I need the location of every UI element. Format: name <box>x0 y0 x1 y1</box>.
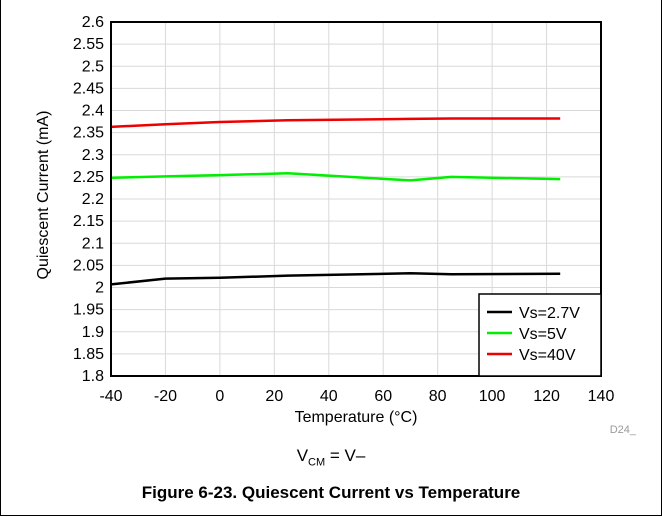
y-tick-label: 2.05 <box>73 257 104 274</box>
x-tick-label: 40 <box>320 388 338 405</box>
legend-label: Vs=2.7V <box>519 305 580 322</box>
figure-code-label: D24_ <box>610 424 637 436</box>
y-tick-label: 2.1 <box>82 235 104 252</box>
line-chart: 1.8 1.85 1.9 1.95 2 2.05 2.1 2.15 2.2 2.25 2.3 2.35… <box>35 14 637 436</box>
legend: Vs=2.7V Vs=5V Vs=40V <box>478 293 602 377</box>
y-tick-label: 1.85 <box>73 346 104 363</box>
y-tick-label: 2 <box>95 280 104 297</box>
legend-label: Vs=40V <box>519 347 576 364</box>
x-tick-labels: -40 -20 0 20 40 60 80 100 120 140 <box>99 388 614 405</box>
legend-label: Vs=5V <box>519 326 567 343</box>
x-tick-label: 0 <box>215 388 224 405</box>
series-line <box>110 172 561 182</box>
y-tick-label: 2.35 <box>73 125 104 142</box>
x-tick-label: 20 <box>265 388 283 405</box>
y-tick-label: 2.6 <box>82 14 104 31</box>
x-tick-label: -40 <box>99 388 122 405</box>
y-tick-labels: 1.8 1.85 1.9 1.95 2 2.05 2.1 2.15 2.2 2.25 2.3 2.35… <box>73 14 104 385</box>
x-tick-label: 100 <box>479 388 506 405</box>
series-line <box>110 272 561 286</box>
y-tick-label: 2.3 <box>82 147 104 164</box>
y-tick-label: 1.9 <box>82 324 104 341</box>
figure-caption: Figure 6-23. Quiescent Current vs Temper… <box>141 483 521 502</box>
series-lines <box>110 117 561 286</box>
y-tick-label: 1.95 <box>73 302 104 319</box>
plot-area <box>110 21 602 377</box>
legend-box <box>478 293 602 377</box>
test-condition: VCM = V– <box>0 446 662 468</box>
series-line <box>110 117 561 129</box>
condition-value: = V– <box>325 446 366 465</box>
y-tick-label: 1.8 <box>82 368 104 385</box>
x-axis-label: Temperature (°C) <box>295 409 418 426</box>
y-tick-label: 2.15 <box>73 213 104 230</box>
y-tick-label: 2.45 <box>73 80 104 97</box>
y-tick-label: 2.5 <box>82 58 104 75</box>
x-tick-label: 60 <box>374 388 392 405</box>
y-axis-label: Quiescent Current (mA) <box>35 111 52 280</box>
y-tick-label: 2.2 <box>82 191 104 208</box>
x-tick-label: 120 <box>533 388 560 405</box>
condition-subscript: CM <box>308 456 326 469</box>
y-tick-label: 2.4 <box>82 103 104 120</box>
x-tick-label: 140 <box>588 388 615 405</box>
y-tick-label: 2.55 <box>73 36 104 53</box>
y-tick-label: 2.25 <box>73 169 104 186</box>
x-tick-label: 80 <box>429 388 447 405</box>
x-tick-label: -20 <box>154 388 177 405</box>
condition-symbol: V <box>296 446 309 465</box>
